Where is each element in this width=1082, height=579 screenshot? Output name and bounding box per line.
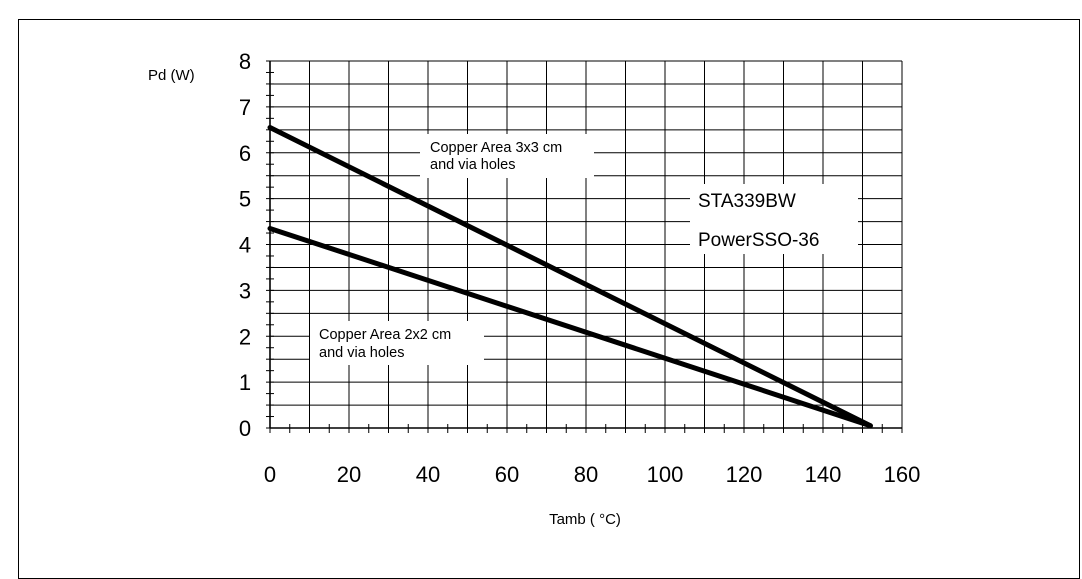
y-tick-label: 8 [239,49,251,74]
x-tick-label: 40 [416,462,440,487]
y-tick-label: 5 [239,187,251,212]
y-tick-label: 6 [239,141,251,166]
x-axis-label: Tamb ( °C) [549,511,621,528]
x-tick-label: 0 [264,462,276,487]
x-tick-label: 60 [495,462,519,487]
chart: Pd (W) Tamb ( °C) Copper Area 3x3 cm and… [0,0,1082,567]
x-tick-label: 120 [726,462,763,487]
x-tick-label: 160 [884,462,921,487]
annotation-2x2-line2: and via holes [319,345,404,361]
y-axis-label: Pd (W) [148,67,195,84]
x-tick-label: 100 [647,462,684,487]
y-tick-label: 0 [239,416,251,441]
package-name: PowerSSO-36 [698,230,819,251]
annotation-2x2-line1: Copper Area 2x2 cm [319,327,451,343]
x-tick-label: 20 [337,462,361,487]
y-tick-label: 3 [239,278,251,303]
y-tick-label: 4 [239,233,251,258]
x-tick-label: 140 [805,462,842,487]
y-tick-label: 1 [239,370,251,395]
x-tick-label: 80 [574,462,598,487]
y-tick-label: 2 [239,324,251,349]
y-tick-label: 7 [239,95,251,120]
annotation-3x3-line2: and via holes [430,157,515,173]
annotation-3x3-line1: Copper Area 3x3 cm [430,140,562,156]
device-name: STA339BW [698,191,796,212]
